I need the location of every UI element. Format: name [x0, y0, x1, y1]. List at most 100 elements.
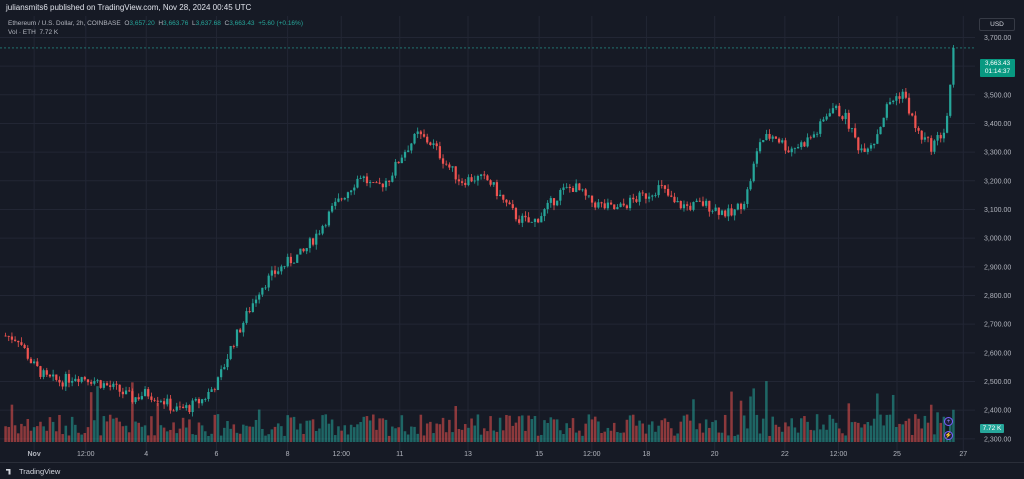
- volume-bar: [850, 422, 854, 442]
- candle-body: [521, 215, 524, 223]
- volume-bar: [888, 414, 892, 442]
- candle-body: [923, 137, 926, 140]
- candle-body: [835, 105, 838, 109]
- candle-body: [819, 121, 822, 134]
- volume-bar: [438, 424, 442, 442]
- volume-bar: [952, 409, 955, 442]
- volume-bar: [337, 426, 340, 442]
- volume-label[interactable]: Vol · ETH: [8, 29, 36, 36]
- volume-bar: [267, 434, 270, 442]
- symbol-name[interactable]: Ethereum / U.S. Dollar, 2h, COINBASE: [8, 20, 121, 27]
- volume-bar: [761, 418, 765, 442]
- chart-area[interactable]: 2,300.00 2,400.00 2,500.00 2,600.00 2,700.00…: [0, 16, 1024, 462]
- candle-body: [800, 142, 803, 148]
- volume-bar: [657, 425, 660, 442]
- volume-bar: [628, 415, 632, 442]
- candle-body: [866, 148, 869, 152]
- y-tick-label: 2,800.00: [984, 293, 1011, 300]
- volume-bar: [378, 418, 381, 442]
- volume-bar: [238, 433, 242, 442]
- x-tick-label: 27: [959, 451, 967, 458]
- candle-body: [882, 117, 885, 127]
- candle-body: [143, 389, 147, 397]
- currency-button[interactable]: USD: [979, 18, 1015, 31]
- candle-body: [641, 192, 644, 194]
- candle-body: [676, 200, 679, 203]
- volume-bar: [153, 435, 156, 442]
- candle-body: [166, 398, 169, 405]
- candle-body: [451, 166, 454, 168]
- candle-body: [777, 138, 781, 143]
- candle-body: [153, 399, 156, 401]
- candle-body: [749, 181, 752, 190]
- volume-bar: [118, 421, 121, 442]
- volume-bar: [758, 433, 762, 442]
- volume-legend[interactable]: Vol · ETH 7.72 K: [8, 29, 58, 36]
- x-tick-label: Nov: [28, 451, 41, 458]
- volume-bar: [825, 429, 828, 442]
- volume-bar: [58, 414, 61, 442]
- volume-bar: [422, 435, 426, 442]
- volume-bar: [723, 414, 727, 442]
- candle-body: [533, 219, 537, 222]
- volume-bar: [48, 417, 52, 442]
- volume-bar: [292, 416, 296, 442]
- candle-body: [270, 270, 273, 276]
- volume-bar: [178, 428, 182, 442]
- volume-bar: [410, 426, 413, 442]
- volume-bar: [36, 426, 39, 442]
- candle-body: [118, 384, 121, 392]
- volume-bar: [910, 434, 914, 442]
- candle-body: [105, 383, 109, 386]
- volume-bar: [698, 423, 702, 442]
- candle-body: [568, 186, 571, 189]
- candle-body: [625, 205, 629, 209]
- volume-bar: [251, 426, 255, 442]
- volume-bar: [254, 419, 258, 442]
- last-price-value: 3,663.43: [984, 60, 1011, 67]
- candle-body: [857, 137, 860, 151]
- volume-bar: [454, 406, 457, 442]
- candle-body: [686, 204, 689, 206]
- volume-bar: [207, 435, 210, 442]
- volume-bar: [498, 417, 502, 442]
- volume-bar: [429, 421, 432, 442]
- candle-body: [667, 188, 670, 196]
- candle-body: [651, 195, 654, 197]
- candle-body: [657, 185, 660, 196]
- candle-body: [83, 377, 86, 380]
- volume-bar: [131, 382, 134, 442]
- candle-body: [17, 340, 20, 343]
- candle-body: [647, 196, 651, 199]
- candle-body: [413, 133, 416, 144]
- y-tick-label: 3,400.00: [984, 121, 1011, 128]
- plus-icon[interactable]: +: [944, 417, 953, 426]
- volume-bar: [406, 434, 410, 442]
- y-tick-label: 2,900.00: [984, 264, 1011, 271]
- volume-bar: [511, 425, 515, 442]
- volume-bar: [165, 431, 169, 442]
- volume-bar: [879, 414, 882, 442]
- x-tick-label: 12:00: [77, 451, 95, 458]
- volume-bar: [115, 417, 118, 442]
- volume-bar: [67, 435, 71, 442]
- tradingview-logo[interactable]: TradingView: [6, 467, 60, 476]
- volume-bar: [555, 419, 559, 442]
- candle-body: [879, 126, 882, 135]
- candle-body: [917, 128, 920, 131]
- candle-body: [254, 299, 258, 304]
- symbol-legend[interactable]: Ethereum / U.S. Dollar, 2h, COINBASE O3,…: [8, 20, 303, 27]
- candle-body: [305, 248, 308, 252]
- price-chart[interactable]: 2,300.00 2,400.00 2,500.00 2,600.00 2,700.00…: [0, 16, 1024, 462]
- candle-body: [689, 205, 692, 210]
- volume-bar: [571, 418, 575, 442]
- volume-bar: [229, 428, 232, 442]
- volume-bar: [774, 424, 778, 442]
- candle-body: [251, 303, 254, 313]
- candle-body: [479, 174, 483, 177]
- volume-bar: [799, 418, 803, 442]
- candle-body: [315, 233, 318, 245]
- lightning-icon[interactable]: ⚡: [944, 431, 953, 440]
- candle-body: [806, 137, 809, 147]
- candle-body: [460, 181, 464, 183]
